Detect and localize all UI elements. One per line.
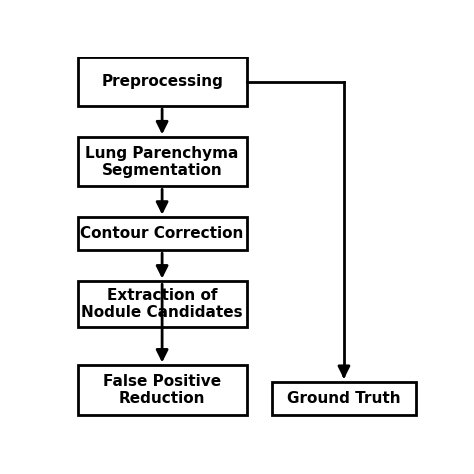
FancyBboxPatch shape — [78, 57, 246, 106]
Text: False Positive
Reduction: False Positive Reduction — [103, 374, 221, 406]
FancyBboxPatch shape — [78, 282, 246, 327]
Text: Contour Correction: Contour Correction — [81, 227, 244, 241]
FancyBboxPatch shape — [78, 218, 246, 250]
FancyBboxPatch shape — [272, 382, 416, 415]
Text: Preprocessing: Preprocessing — [101, 74, 223, 89]
Text: Extraction of
Nodule Candidates: Extraction of Nodule Candidates — [82, 288, 243, 320]
FancyBboxPatch shape — [78, 137, 246, 186]
FancyBboxPatch shape — [78, 365, 246, 415]
Text: Lung Parenchyma
Segmentation: Lung Parenchyma Segmentation — [85, 146, 239, 178]
Text: Ground Truth: Ground Truth — [287, 391, 401, 406]
